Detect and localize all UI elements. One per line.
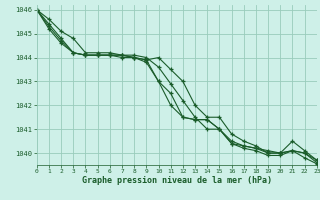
X-axis label: Graphe pression niveau de la mer (hPa): Graphe pression niveau de la mer (hPa) — [82, 176, 272, 185]
